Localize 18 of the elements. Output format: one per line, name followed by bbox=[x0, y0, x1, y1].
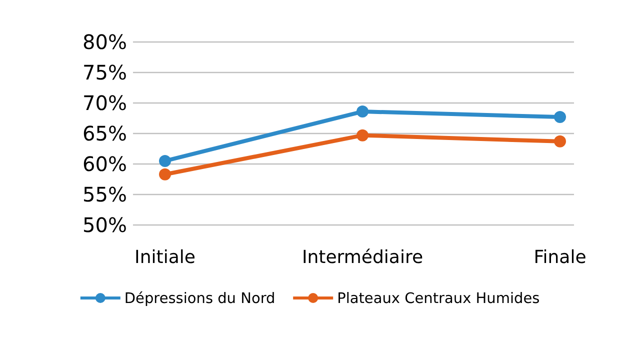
y-tick-label: 80% bbox=[82, 30, 127, 54]
y-tick-label: 60% bbox=[82, 152, 127, 176]
y-tick-label: 70% bbox=[82, 91, 127, 115]
y-tick-label: 65% bbox=[82, 122, 127, 146]
point bbox=[554, 111, 566, 124]
x-tick-label: Initiale bbox=[134, 247, 196, 268]
legend-label: Dépressions du Nord bbox=[124, 291, 276, 308]
x-tick-label: Finale bbox=[534, 247, 586, 268]
point bbox=[554, 135, 566, 148]
y-tick-label: 55% bbox=[82, 182, 127, 206]
y-tick-label: 50% bbox=[82, 213, 127, 237]
legend-label: Plateaux Centraux Humides bbox=[337, 291, 540, 308]
point bbox=[356, 106, 368, 118]
x-tick-label: Intermédiaire bbox=[302, 247, 424, 268]
point bbox=[356, 129, 368, 142]
y-tick-label: 75% bbox=[82, 60, 127, 84]
point bbox=[159, 154, 171, 167]
point bbox=[159, 168, 171, 180]
